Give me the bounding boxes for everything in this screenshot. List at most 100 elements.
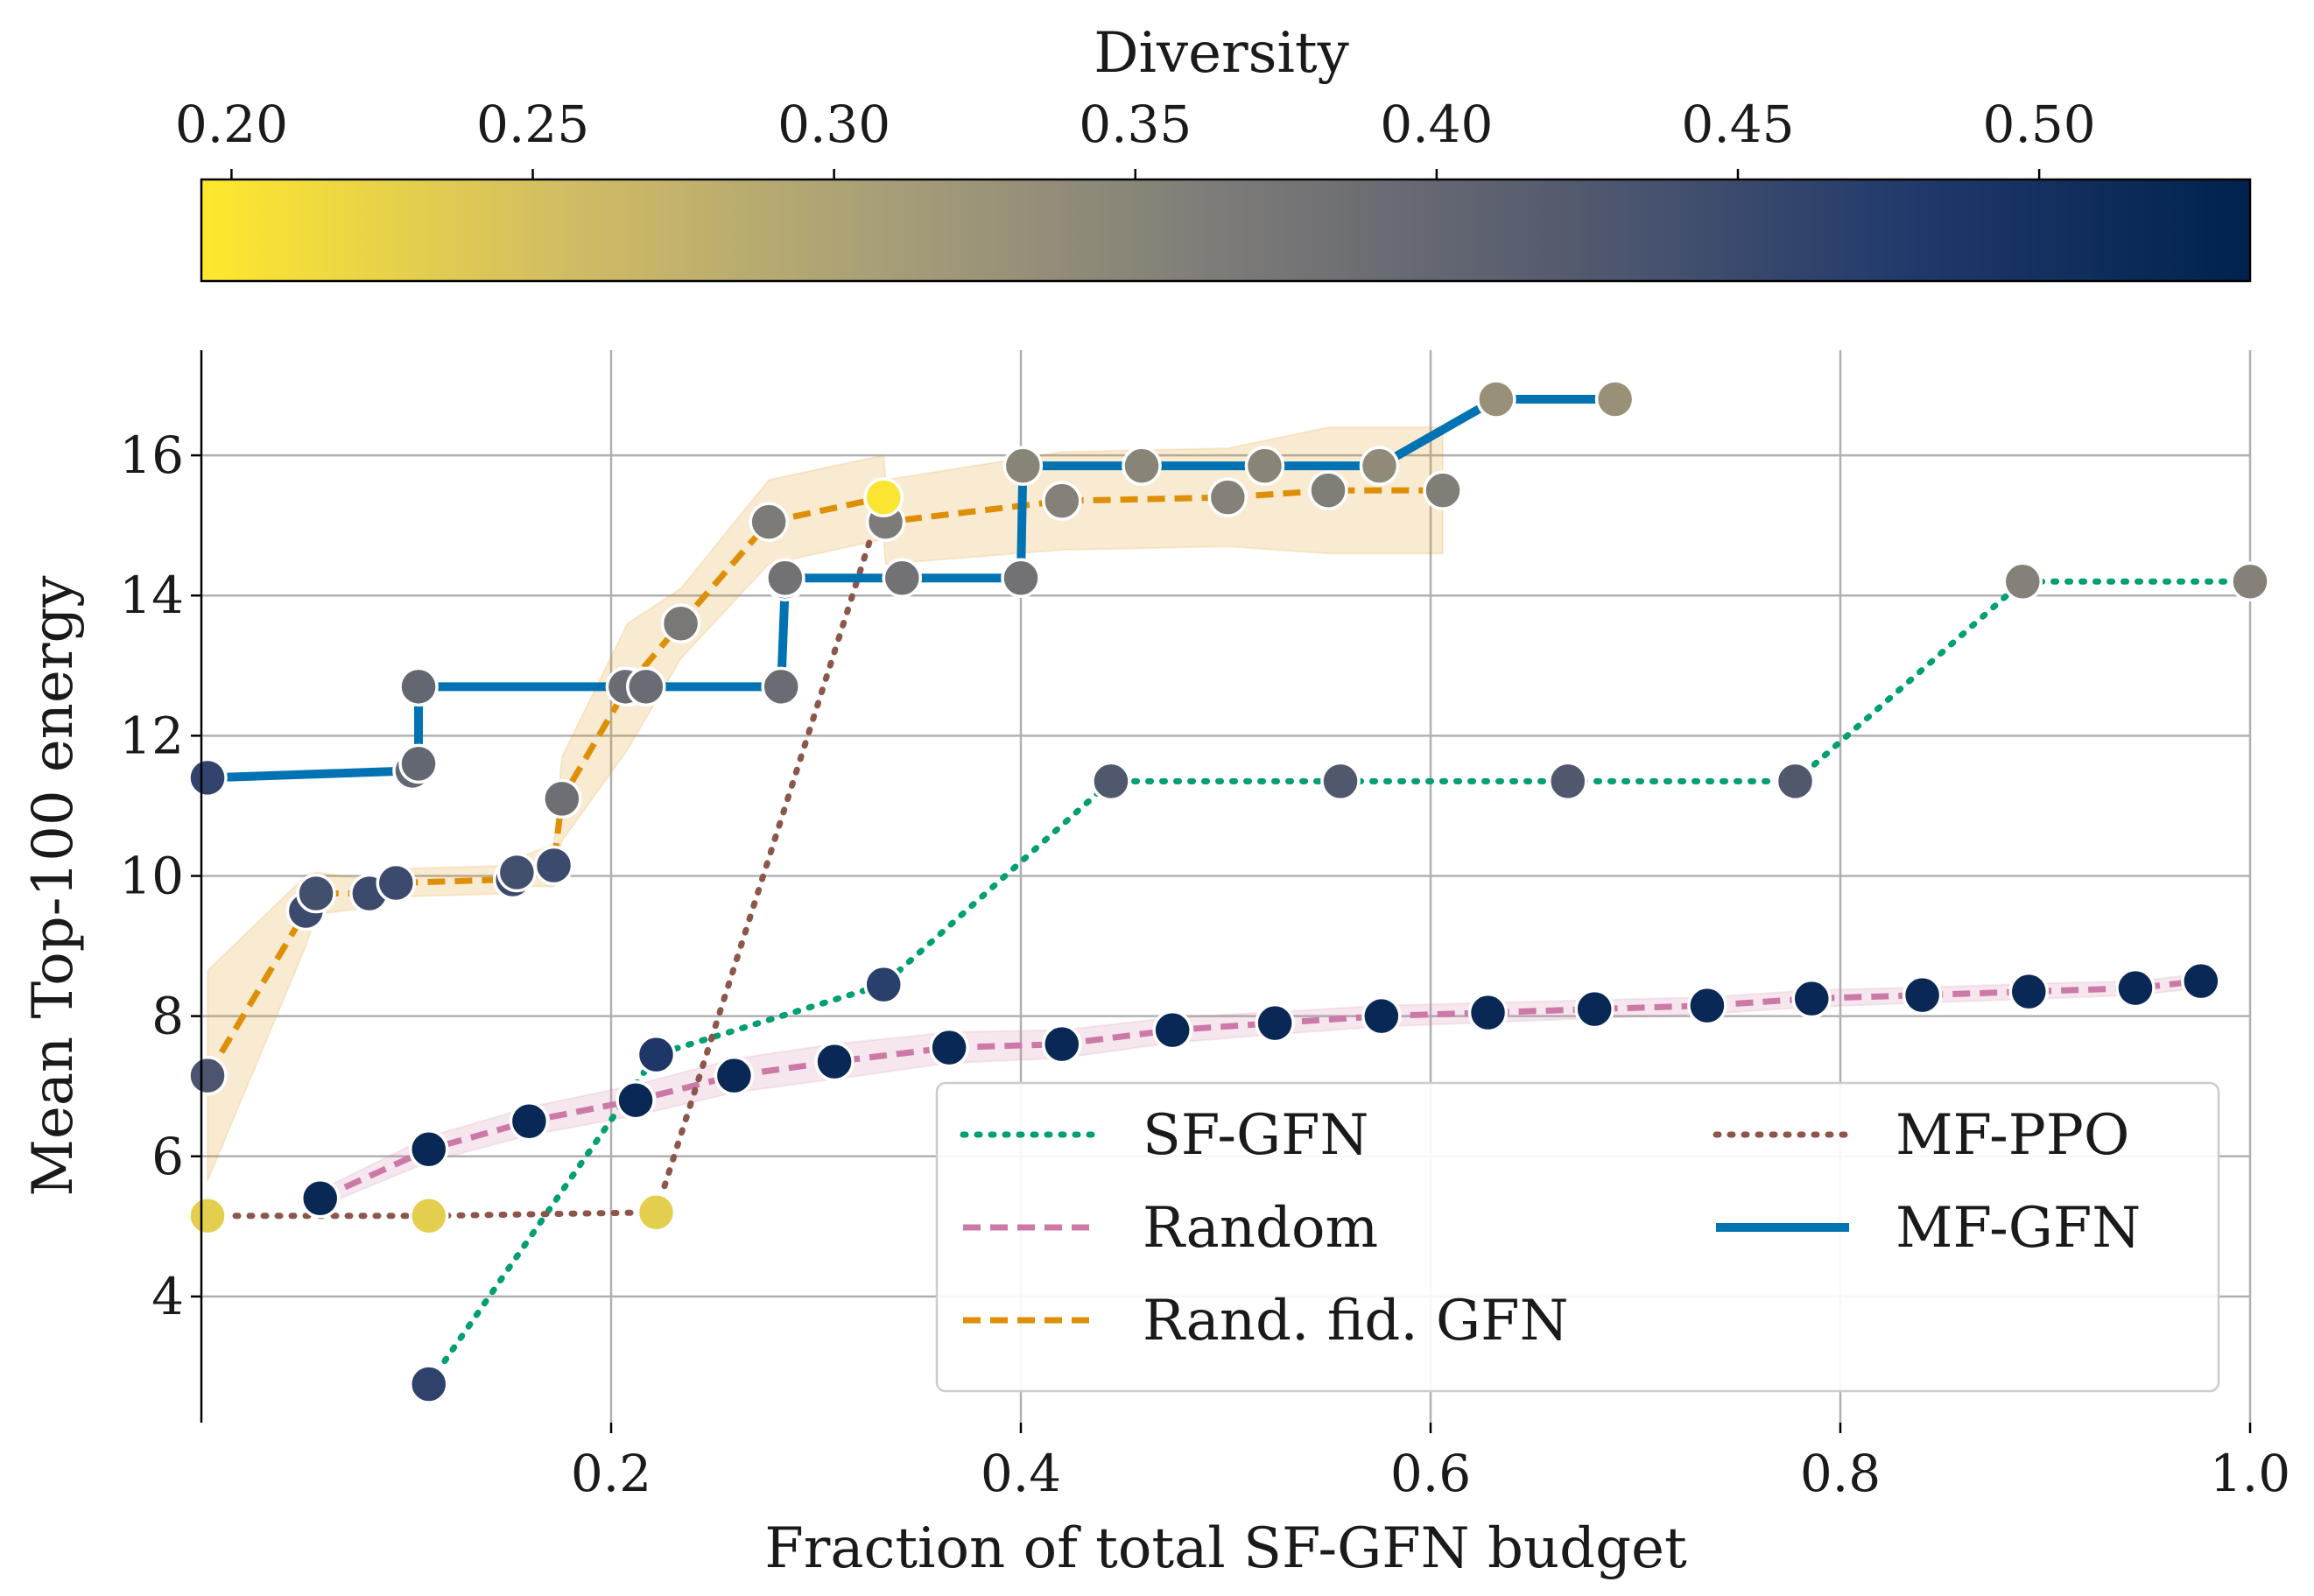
data-point-mf_ppo	[636, 1192, 677, 1233]
data-point-random	[408, 1128, 449, 1170]
data-point-random	[299, 1178, 341, 1219]
data-point-random	[1902, 974, 1943, 1016]
legend-label-mf_gfn: MF-GFN	[1896, 1196, 2141, 1261]
colorbar-tick-label: 0.45	[1681, 95, 1794, 154]
data-point-random	[814, 1041, 855, 1082]
data-point-rand_fid_gfn	[187, 1055, 228, 1096]
data-point-mf_gfn	[1002, 446, 1044, 486]
data-point-random	[2008, 971, 2050, 1012]
legend-label-rand_fid_gfn: Rand. fid. GFN	[1143, 1289, 1569, 1353]
data-point-random	[509, 1100, 550, 1142]
data-point-random	[714, 1055, 755, 1096]
colorbar-ticks: 0.20 0.25 0.30 0.35 0.40 0.45 0.50	[175, 95, 2096, 179]
y-tick-label: 8	[151, 987, 184, 1046]
colorbar-label: Diversity	[1094, 21, 1349, 86]
data-point-sf_gfn	[2002, 561, 2043, 601]
data-point-rand_fid_gfn	[1423, 470, 1463, 510]
colorbar-tick-label: 0.30	[777, 95, 890, 154]
data-point-random	[1574, 988, 1614, 1030]
data-point-sf_gfn	[863, 964, 904, 1005]
colorbar-tick-label: 0.35	[1079, 95, 1192, 154]
data-point-mf_gfn	[1476, 379, 1516, 419]
data-point-mf_ppo	[187, 1196, 228, 1236]
y-tick-label: 4	[151, 1267, 184, 1326]
colorbar-tick-label: 0.50	[1983, 95, 2096, 154]
data-point-sf_gfn	[1548, 761, 1588, 802]
data-point-sf_gfn	[1775, 761, 1816, 802]
y-axis-ticks: 4 6 8 10 12 14 16	[119, 425, 201, 1326]
data-point-rand_fid_gfn	[296, 873, 336, 914]
legend-items: SF-GFN Random Rand. fid. GFN MF-PPO MF-GFN	[960, 1103, 2141, 1353]
x-tick-label: 0.2	[571, 1444, 651, 1503]
data-point-rand_fid_gfn	[749, 502, 789, 542]
data-point-mf_gfn	[1594, 379, 1635, 419]
plot-axes: 0.2 0.4 0.6 0.8 1.0 4 6 8 10 12 14 16 Fraction of …	[21, 350, 2290, 1581]
data-point-rand_fid_gfn	[1308, 470, 1348, 510]
data-point-random	[615, 1079, 656, 1121]
data-point-rand_fid_gfn	[660, 603, 701, 644]
x-tick-label: 1.0	[2210, 1444, 2290, 1503]
x-tick-label: 0.6	[1390, 1444, 1471, 1503]
x-tick-label: 0.8	[1800, 1444, 1881, 1503]
colorbar-tick-label: 0.40	[1380, 95, 1493, 154]
data-point-random	[2181, 960, 2221, 1002]
y-tick-label: 12	[119, 706, 184, 765]
colorbar-tick-label: 0.25	[476, 95, 589, 154]
y-tick-label: 10	[119, 846, 184, 905]
data-point-mf_gfn	[626, 666, 666, 707]
legend-item-mf_gfn: MF-GFN	[1716, 1196, 2141, 1261]
y-axis-label: Mean Top-100 energy	[21, 575, 86, 1196]
data-point-mf_ppo	[408, 1196, 449, 1236]
data-point-mf_gfn	[765, 558, 805, 598]
data-point-mf_gfn	[398, 666, 439, 707]
data-point-mf_gfn	[187, 757, 228, 798]
data-point-mf_gfn	[761, 666, 801, 707]
data-point-random	[929, 1027, 969, 1068]
data-point-random	[1467, 992, 1509, 1033]
data-point-mf_gfn	[398, 743, 439, 784]
legend-item-mf_ppo: MF-PPO	[1713, 1103, 2129, 1168]
data-point-sf_gfn	[1320, 761, 1361, 802]
data-point-random	[1152, 1009, 1192, 1051]
x-axis-ticks: 0.2 0.4 0.6 0.8 1.0	[571, 1423, 2290, 1503]
data-point-mf_gfn	[882, 558, 923, 598]
data-point-mf_gfn	[1359, 446, 1400, 486]
series-line-sf_gfn	[426, 578, 2254, 1388]
colorbar-tick-label: 0.20	[175, 95, 288, 154]
data-point-mf_gfn	[1122, 446, 1162, 486]
data-point-random	[2115, 967, 2156, 1009]
data-point-random	[1361, 995, 1402, 1037]
data-point-rand_fid_gfn	[542, 778, 582, 819]
legend-item-sf_gfn: SF-GFN	[960, 1103, 1369, 1168]
series-markers	[187, 379, 2270, 1404]
data-point-rand_fid_gfn	[496, 852, 538, 893]
data-point-rand_fid_gfn	[1042, 481, 1082, 521]
data-point-random	[1791, 978, 1832, 1019]
legend: SF-GFN Random Rand. fid. GFN MF-PPO MF-GFN	[935, 1081, 2220, 1393]
legend-item-random: Random	[963, 1196, 1378, 1261]
data-point-sf_gfn	[2230, 561, 2270, 601]
legend-label-sf_gfn: SF-GFN	[1143, 1103, 1369, 1168]
x-axis-label: Fraction of total SF-GFN budget	[764, 1516, 1687, 1581]
data-point-random	[1042, 1023, 1082, 1065]
data-point-rand_fid_gfn	[376, 862, 417, 903]
legend-box	[935, 1081, 2220, 1393]
data-point-mf_ppo	[863, 477, 904, 517]
data-point-sf_gfn	[408, 1364, 449, 1404]
data-point-rand_fid_gfn	[533, 845, 574, 886]
data-point-rand_fid_gfn	[1207, 477, 1248, 517]
colorbar-gradient	[200, 178, 2252, 283]
legend-item-rand_fid_gfn: Rand. fid. GFN	[963, 1289, 1569, 1353]
data-point-mf_gfn	[1244, 446, 1285, 486]
legend-label-random: Random	[1143, 1196, 1378, 1261]
y-tick-label: 6	[151, 1127, 184, 1186]
data-point-sf_gfn	[636, 1034, 677, 1075]
x-tick-label: 0.4	[981, 1444, 1061, 1503]
data-point-random	[1687, 985, 1727, 1026]
y-tick-label: 14	[119, 566, 184, 625]
data-point-mf_gfn	[1001, 558, 1041, 598]
data-point-sf_gfn	[1091, 761, 1131, 802]
y-tick-label: 16	[119, 425, 184, 485]
data-point-random	[1255, 1002, 1295, 1044]
